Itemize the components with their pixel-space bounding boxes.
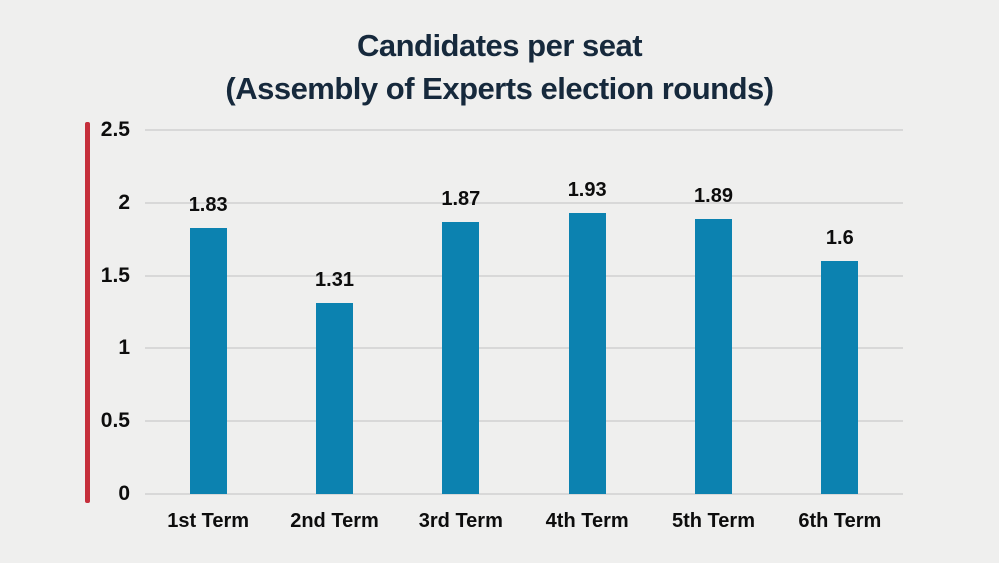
- bar: [316, 303, 353, 494]
- x-axis-label: 4th Term: [545, 510, 629, 532]
- gridline: [145, 201, 903, 204]
- bar-value-label: 1.89: [694, 184, 733, 207]
- bar: [695, 218, 732, 494]
- bar-value-label: 1.83: [188, 193, 228, 216]
- x-axis-label: 1st Term: [167, 510, 250, 532]
- chart-title-line-2: (Assembly of Experts election rounds): [225, 71, 774, 106]
- gridline: [145, 347, 903, 350]
- bar: [442, 221, 480, 494]
- x-axis-label: 5th Term: [672, 510, 755, 532]
- y-axis-tick-label: 1: [118, 336, 130, 360]
- y-axis-tick-label: 2: [118, 190, 130, 214]
- gridline: [145, 493, 903, 495]
- bar: [821, 261, 859, 494]
- y-axis-tick-label: 0.5: [100, 409, 130, 433]
- gridline: [145, 420, 903, 423]
- x-axis-label: 2nd Term: [290, 510, 379, 532]
- x-axis-label: 3rd Term: [418, 510, 503, 532]
- bar-value-label: 1.31: [315, 269, 354, 292]
- y-axis-tick-label: 1.5: [100, 263, 130, 287]
- gridline: [145, 129, 903, 131]
- bar-value-label: 1.6: [825, 227, 854, 250]
- chart-title: Candidates per seat (Assembly of Experts…: [0, 24, 999, 110]
- bar: [189, 227, 227, 494]
- gridline: [145, 274, 903, 277]
- x-axis-label: 6th Term: [798, 510, 882, 532]
- bar: [568, 212, 606, 494]
- y-axis-tick-label: 0: [118, 482, 130, 505]
- y-axis-tick-label: 2.5: [100, 118, 130, 141]
- y-axis-line: [85, 122, 90, 503]
- chart-title-line-1: Candidates per seat: [356, 28, 643, 63]
- bar-value-label: 1.93: [567, 178, 607, 201]
- bar-value-label: 1.87: [441, 187, 481, 210]
